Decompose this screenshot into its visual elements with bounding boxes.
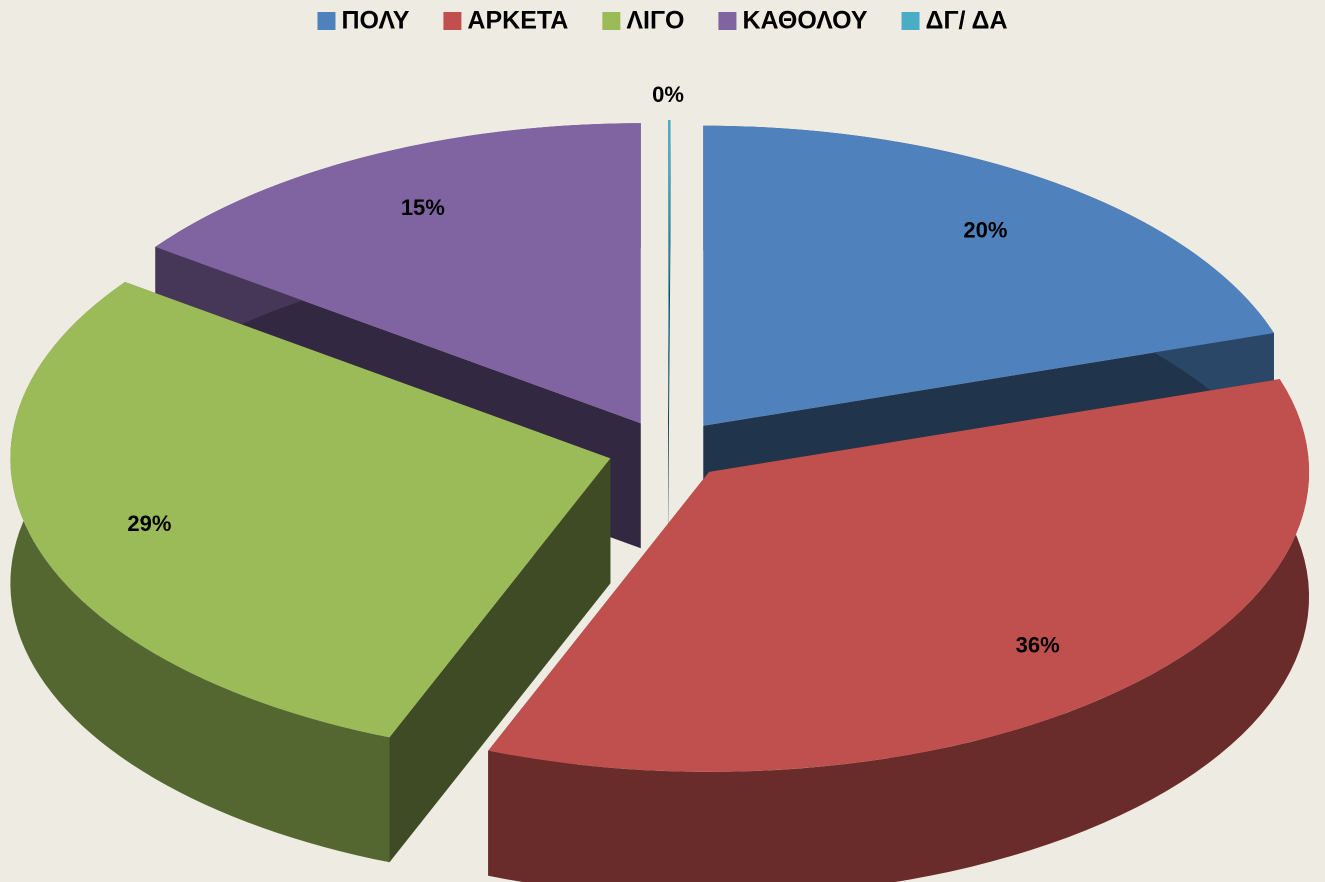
- legend-label: ΔΓ/ ΔΑ: [926, 7, 1008, 35]
- slice-top: [703, 125, 1274, 426]
- slice-top: [155, 123, 641, 424]
- slice: [488, 379, 1310, 882]
- legend-swatch: [443, 12, 462, 30]
- legend-swatch: [901, 12, 920, 30]
- slice-top: [668, 120, 671, 420]
- legend-label: ΠΟΛΥ: [341, 7, 409, 35]
- data-label: 29%: [127, 511, 171, 536]
- legend-swatch: [718, 12, 737, 30]
- legend-label: ΚΑΘΟΛΟΥ: [742, 7, 867, 35]
- data-label: 0%: [652, 82, 684, 107]
- slice: [668, 120, 671, 545]
- data-label: 15%: [401, 195, 445, 220]
- data-label: 20%: [963, 217, 1007, 242]
- legend-label: ΑΡΚΕΤΑ: [467, 7, 568, 35]
- slice-side: [488, 379, 1310, 882]
- legend-label: ΛΙΓΟ: [626, 7, 684, 35]
- slice: [10, 282, 611, 863]
- legend-swatch: [602, 12, 621, 30]
- slice-top: [488, 379, 1310, 772]
- legend: ΠΟΛΥ ΑΡΚΕΤΑ ΛΙΓΟ ΚΑΘΟΛΟΥ ΔΓ/ ΔΑ: [317, 7, 1008, 35]
- legend-swatch: [317, 12, 336, 30]
- data-label: 36%: [1016, 633, 1060, 658]
- slice-side: [10, 282, 390, 863]
- slice-top: [10, 282, 611, 738]
